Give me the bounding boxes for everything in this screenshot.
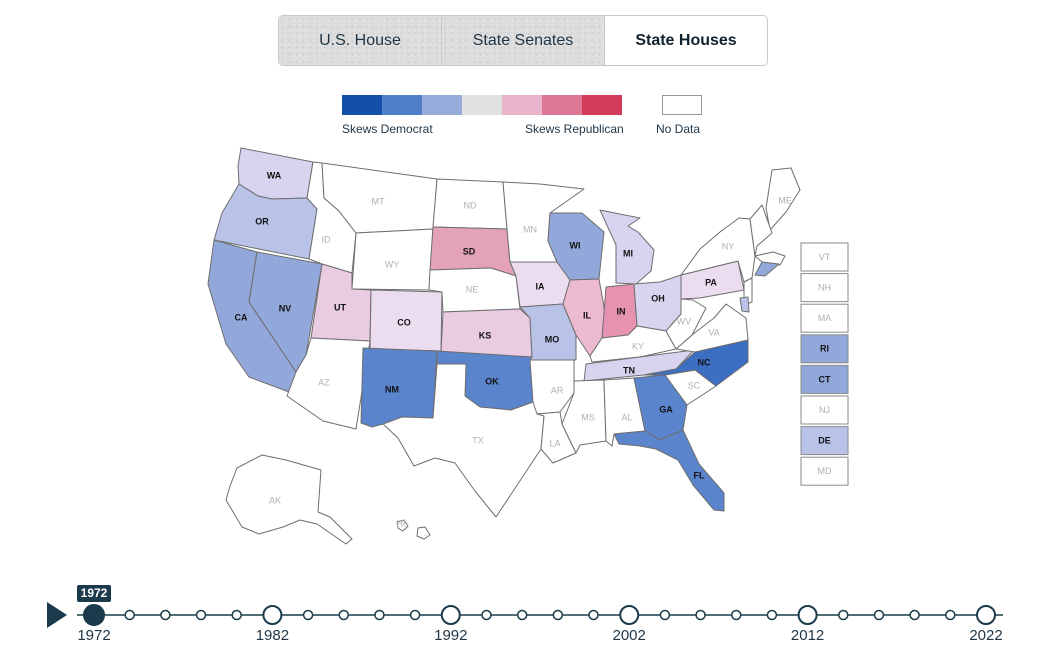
legend-swatch: [462, 95, 502, 115]
legend-swatch: [542, 95, 582, 115]
timeline-node[interactable]: [976, 605, 996, 625]
timeline-node[interactable]: [766, 609, 778, 621]
small-state-label-ct: CT: [819, 374, 831, 384]
legend-label-republican: Skews Republican: [525, 122, 624, 136]
timeline-node[interactable]: [873, 609, 885, 621]
timeline-node[interactable]: [730, 609, 742, 621]
state-WY[interactable]: [351, 228, 434, 291]
timeline-year-label[interactable]: 2022: [969, 627, 1003, 644]
small-state-box-nj[interactable]: NJ: [800, 395, 849, 425]
legend-swatch-no-data: [662, 95, 702, 115]
timeline-node[interactable]: [440, 605, 461, 625]
timeline-node[interactable]: [945, 609, 956, 621]
tab-us-house[interactable]: U.S. House: [279, 16, 442, 65]
state-ME[interactable]: [765, 167, 801, 231]
legend-label-no-data: No Data: [656, 122, 701, 136]
state-NM[interactable]: [360, 347, 438, 428]
timeline-year-label[interactable]: 1992: [434, 627, 468, 644]
small-state-box-de[interactable]: DE: [800, 426, 849, 456]
timeline-node[interactable]: [374, 609, 385, 621]
timeline-node[interactable]: [160, 609, 171, 621]
state-VA[interactable]: [675, 303, 749, 353]
small-state-label-nh: NH: [818, 282, 831, 292]
timeline-node[interactable]: [195, 609, 207, 621]
timeline-node[interactable]: [409, 609, 421, 621]
timeline-node[interactable]: [481, 609, 492, 621]
small-state-label-ma: MA: [818, 313, 832, 323]
timeline-node[interactable]: [588, 609, 599, 621]
state-WV[interactable]: [665, 298, 707, 350]
timeline-node[interactable]: [302, 609, 314, 621]
legend-swatch: [342, 95, 382, 115]
timeline-node[interactable]: [262, 605, 283, 625]
small-state-label-ri: RI: [820, 344, 829, 354]
small-state-box-ri[interactable]: RI: [800, 334, 849, 364]
state-HI[interactable]: [396, 519, 409, 532]
small-state-box-md[interactable]: MD: [800, 456, 849, 486]
chamber-tabs: U.S. House State Senates State Houses: [278, 15, 768, 66]
state-IN[interactable]: [601, 283, 638, 339]
state-FL[interactable]: [613, 429, 725, 512]
timeline-node-selected[interactable]: [83, 604, 105, 626]
small-state-label-nj: NJ: [819, 405, 830, 415]
tab-state-senates[interactable]: State Senates: [442, 16, 605, 65]
state-ND[interactable]: [432, 178, 508, 230]
legend-label-democrat: Skews Democrat: [342, 122, 433, 136]
state-DE-small[interactable]: [739, 296, 750, 313]
timeline-node[interactable]: [909, 609, 920, 621]
legend-swatch: [422, 95, 462, 115]
state-NE-small[interactable]: [749, 204, 773, 257]
timeline-node[interactable]: [516, 609, 528, 621]
state-AR[interactable]: [529, 359, 575, 415]
selected-year-tag: 1972: [77, 585, 111, 602]
timeline-node[interactable]: [338, 609, 350, 621]
state-RI-small[interactable]: [754, 261, 780, 277]
selected-year-text: 1972: [81, 586, 108, 600]
state-CO[interactable]: [369, 289, 443, 352]
timeline-node[interactable]: [124, 609, 135, 621]
legend-swatch: [502, 95, 542, 115]
small-state-label-vt: VT: [819, 252, 831, 262]
small-state-box-vt[interactable]: VT: [800, 242, 849, 272]
state-IA[interactable]: [509, 261, 571, 308]
timeline-year-label[interactable]: 2012: [790, 627, 825, 644]
state-TX[interactable]: [382, 363, 545, 518]
timeline-node[interactable]: [552, 609, 564, 621]
state-LA[interactable]: [536, 411, 577, 464]
timeline-node[interactable]: [797, 605, 818, 625]
small-state-box-nh[interactable]: NH: [800, 273, 849, 303]
small-state-box-ma[interactable]: MA: [800, 303, 849, 333]
legend-swatch: [582, 95, 622, 115]
small-state-box-ct[interactable]: CT: [800, 364, 849, 394]
tab-state-houses[interactable]: State Houses: [605, 16, 767, 65]
state-MI[interactable]: [599, 209, 655, 285]
timeline-node[interactable]: [231, 609, 242, 621]
timeline-node[interactable]: [659, 609, 671, 621]
state-KS[interactable]: [440, 308, 533, 358]
legend-swatch: [382, 95, 422, 115]
small-state-label-de: DE: [818, 435, 831, 445]
small-state-label-md: MD: [818, 466, 832, 476]
state-AK[interactable]: [225, 454, 353, 545]
state-HI-2[interactable]: [416, 526, 431, 540]
timeline-year-label[interactable]: 1972: [77, 627, 111, 644]
timeline-node[interactable]: [619, 605, 640, 625]
timeline-node[interactable]: [695, 609, 706, 621]
state-NE[interactable]: [428, 267, 521, 313]
timeline-year-label[interactable]: 1982: [255, 627, 290, 644]
timeline-node[interactable]: [838, 609, 849, 621]
play-icon[interactable]: [47, 602, 67, 628]
timeline-year-label[interactable]: 2002: [612, 627, 646, 644]
